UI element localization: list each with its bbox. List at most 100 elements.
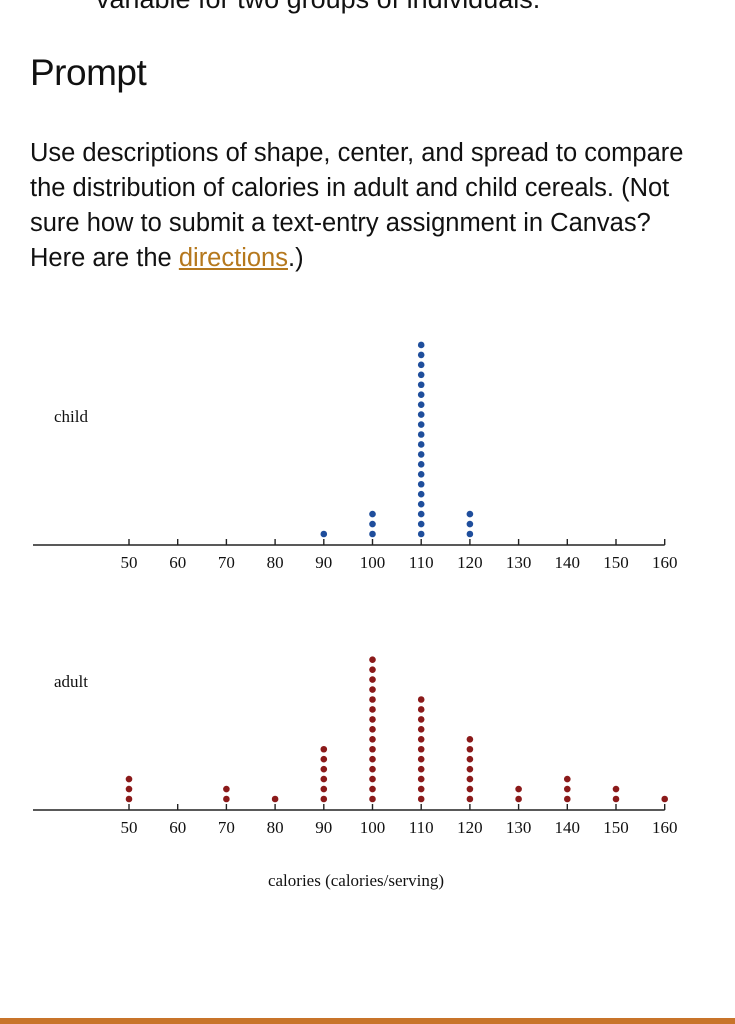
- data-dot: [417, 785, 425, 793]
- data-dot: [369, 736, 376, 743]
- data-dot: [466, 775, 474, 783]
- data-dot: [369, 785, 376, 793]
- x-tick-label: 130: [506, 553, 532, 572]
- data-dot: [369, 716, 376, 723]
- group-label-child: child: [54, 407, 88, 426]
- data-dot: [417, 371, 425, 379]
- group-label-adult: adult: [54, 672, 88, 691]
- x-tick-label: 60: [169, 818, 186, 837]
- data-dot: [271, 795, 279, 803]
- prompt-body: Use descriptions of shape, center, and s…: [30, 136, 710, 276]
- adult-dotplot: 50 60 70 80 90 100 110 120 130 140 150 160 adult: [33, 656, 677, 837]
- data-dot: [223, 795, 230, 803]
- data-dot: [417, 461, 425, 468]
- data-dot: [417, 361, 425, 369]
- x-tick-label: 90: [315, 553, 332, 572]
- data-dot: [369, 745, 376, 753]
- data-dot: [417, 351, 425, 359]
- data-dot: [417, 520, 425, 528]
- data-dot: [466, 520, 474, 528]
- clipped-previous-text: variable for two groups of individuals.: [96, 0, 540, 15]
- data-dot: [320, 765, 328, 773]
- data-dot: [125, 785, 133, 793]
- data-dot: [417, 745, 425, 753]
- dotplot-figure: 50 60 70 80 90 100 110 120 130 140 150 160 child 50 60…: [0, 320, 735, 920]
- x-tick-label: 140: [555, 553, 581, 572]
- data-dot: [369, 510, 376, 518]
- data-dot: [564, 785, 571, 793]
- data-dot: [320, 745, 328, 753]
- x-tick-label: 160: [652, 553, 678, 572]
- x-tick-label: 70: [218, 818, 235, 837]
- data-dot: [369, 656, 376, 663]
- x-tick-label: 110: [409, 818, 434, 837]
- data-dot: [369, 666, 376, 673]
- data-dot: [320, 755, 328, 763]
- data-dot: [661, 795, 668, 803]
- data-dot: [417, 795, 425, 803]
- data-dot: [466, 510, 474, 518]
- data-dot: [515, 795, 522, 803]
- data-dot: [369, 676, 376, 683]
- data-dot: [466, 785, 474, 793]
- bottom-accent-bar: [0, 1018, 735, 1024]
- data-dot: [417, 765, 425, 773]
- x-tick-label: 50: [121, 553, 138, 572]
- data-dot: [417, 775, 425, 783]
- data-dot: [320, 775, 328, 783]
- data-dot: [417, 716, 425, 723]
- x-tick-label: 120: [457, 818, 483, 837]
- x-tick-label: 110: [409, 553, 434, 572]
- x-tick-label: 130: [506, 818, 532, 837]
- child-dotplot: 50 60 70 80 90 100 110 120 130 140 150 160 child: [33, 341, 678, 572]
- x-tick-label: 70: [218, 553, 235, 572]
- x-tick-label: 150: [603, 553, 629, 572]
- data-dot: [417, 421, 425, 428]
- prompt-text: Use descriptions of shape, center, and s…: [30, 139, 684, 272]
- data-dot: [466, 745, 474, 753]
- data-dot: [369, 686, 376, 693]
- prompt-heading: Prompt: [30, 52, 147, 93]
- x-axis-title: calories (calories/serving): [268, 871, 444, 890]
- directions-link[interactable]: directions: [178, 244, 288, 272]
- data-dot: [369, 530, 376, 538]
- data-dot: [417, 510, 425, 518]
- prompt-text-end: .): [287, 244, 304, 272]
- data-dot: [417, 736, 425, 743]
- data-dot: [369, 520, 376, 528]
- data-dot: [369, 765, 376, 773]
- data-dot: [417, 500, 425, 508]
- data-dot: [369, 795, 376, 803]
- data-dot: [417, 755, 425, 763]
- data-dot: [417, 341, 425, 349]
- data-dot: [417, 726, 425, 733]
- x-tick-label: 80: [267, 818, 284, 837]
- data-dot: [125, 795, 133, 803]
- data-dot: [417, 696, 425, 703]
- data-dot: [417, 391, 425, 399]
- data-dot: [369, 755, 376, 763]
- x-tick-label: 50: [121, 818, 138, 837]
- data-dot: [320, 530, 328, 538]
- data-dot: [612, 785, 620, 793]
- data-dot: [417, 530, 425, 538]
- dotplot-svg: 50 60 70 80 90 100 110 120 130 140 150 160 child 50 60…: [33, 341, 678, 890]
- data-dot: [417, 411, 425, 418]
- data-dot: [320, 795, 328, 803]
- data-dot: [417, 471, 425, 478]
- data-dot: [417, 490, 425, 498]
- data-dot: [466, 736, 474, 743]
- x-tick-label: 160: [652, 818, 678, 837]
- data-dot: [369, 696, 376, 703]
- data-dot: [417, 381, 425, 389]
- x-tick-label: 90: [315, 818, 332, 837]
- data-dot: [417, 401, 425, 408]
- data-dot: [564, 795, 571, 803]
- data-dot: [417, 706, 425, 713]
- data-dot: [125, 775, 133, 783]
- data-dot: [223, 785, 230, 793]
- x-tick-label: 150: [603, 818, 629, 837]
- data-dot: [417, 451, 425, 458]
- data-dot: [466, 755, 474, 763]
- data-dot: [369, 775, 376, 783]
